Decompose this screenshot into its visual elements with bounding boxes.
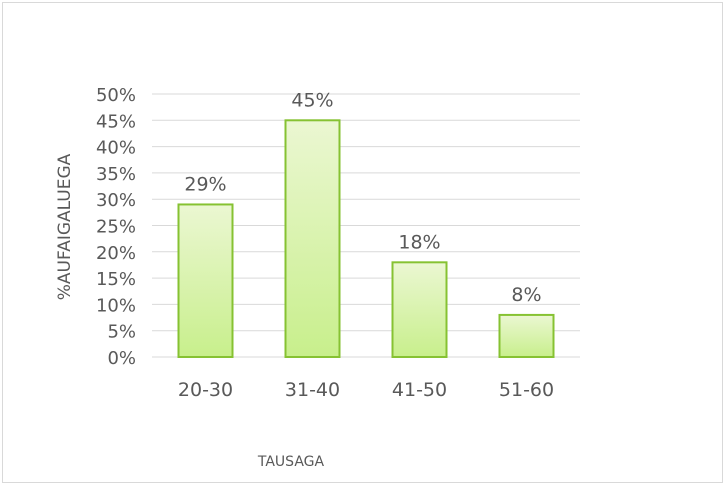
bar [391,261,448,359]
y-tick-label: 0% [107,348,136,369]
y-axis-title: %AUFAIGALUEGA [55,153,75,300]
data-label: 8% [511,284,541,306]
data-label: 29% [184,173,226,195]
bar [177,203,234,358]
y-tick-label: 15% [96,269,136,290]
y-tick-label: 50% [96,85,136,106]
y-tick-label: 45% [96,111,136,132]
x-tick-label: 51-60 [499,379,554,401]
x-axis-title: TAUSAGA [257,454,325,470]
x-tick-label: 20-30 [178,379,233,401]
y-tick-label: 40% [96,138,136,159]
data-label: 18% [398,231,440,253]
x-tick-label: 41-50 [392,379,447,401]
y-tick-label: 20% [96,243,136,264]
y-tick-label: 10% [96,295,136,316]
y-tick-label: 5% [107,322,136,343]
y-tick-label: 25% [96,217,136,238]
data-labels: 29% 45% 18% 8% [184,89,541,306]
x-tick-label: 31-40 [285,379,340,401]
bars [177,119,555,359]
y-axis-ticks: 0% 5% 10% 15% 20% 25% 30% 35% 40% 45% 50% [96,85,136,369]
x-axis-ticks: 20-30 31-40 41-50 51-60 [178,379,554,401]
y-tick-label: 30% [96,190,136,211]
y-tick-label: 35% [96,164,136,185]
data-label: 45% [291,89,333,111]
bar [284,119,341,358]
bar [498,313,555,359]
